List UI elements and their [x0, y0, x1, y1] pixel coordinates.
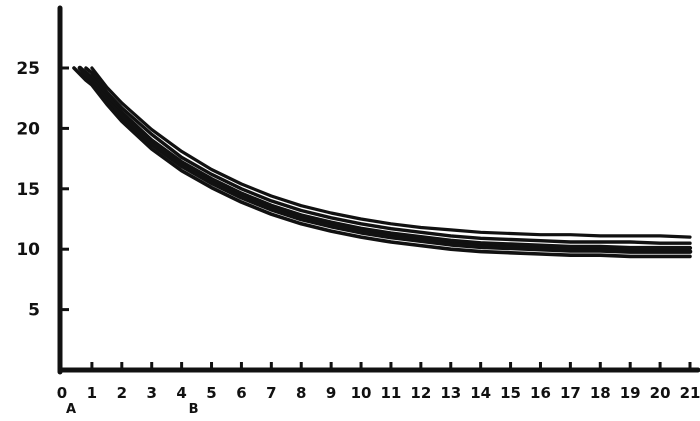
- series-line-5: [72, 66, 692, 259]
- x-tick-label: 13: [440, 384, 461, 402]
- series-line-4: [77, 65, 693, 254]
- y-tick-label: 20: [16, 119, 40, 139]
- axes-layer: [57, 5, 700, 375]
- x-tick-label: 16: [530, 384, 551, 402]
- x-tick-label: 15: [500, 384, 521, 402]
- x-tick-label: 10: [351, 384, 372, 402]
- x-tick-label: 12: [410, 384, 431, 402]
- x-tick-label: 2: [117, 384, 127, 402]
- x-tick-label: 0: [57, 384, 67, 402]
- x-tick-label: 17: [560, 384, 581, 402]
- x-tick-label: 4: [176, 384, 186, 402]
- y-tick-label: 10: [16, 240, 40, 260]
- x-tick-label: 6: [236, 384, 246, 402]
- x-tick-label: 19: [620, 384, 641, 402]
- x-tick-label: 3: [146, 384, 156, 402]
- x-tick-label: 5: [206, 384, 216, 402]
- series-line-2: [84, 66, 692, 245]
- x-tick-label: 7: [266, 384, 276, 402]
- y-tick-label: 15: [16, 180, 40, 200]
- series-line-1: [90, 66, 692, 239]
- x-tick-label: 14: [470, 384, 491, 402]
- x-tick-label: 11: [381, 384, 402, 402]
- y-tick-label: 25: [16, 59, 40, 79]
- y-tick-label: 5: [28, 301, 40, 321]
- annotation-a: A: [66, 402, 76, 417]
- x-tick-label: 20: [650, 384, 671, 402]
- annotation-b: B: [189, 402, 199, 417]
- x-tick-label: 18: [590, 384, 611, 402]
- series-layer: [72, 65, 693, 259]
- x-tick-label: 9: [326, 384, 336, 402]
- x-tick-label: 21: [680, 384, 700, 402]
- series-line-3: [77, 65, 693, 251]
- x-tick-label: 8: [296, 384, 306, 402]
- ticks-layer: 0 1 2 3 4 5 6 7 8 9 10 11 12 13 14 15 16 17 18 19 20 21510152…: [16, 59, 700, 402]
- x-tick-label: 1: [87, 384, 97, 402]
